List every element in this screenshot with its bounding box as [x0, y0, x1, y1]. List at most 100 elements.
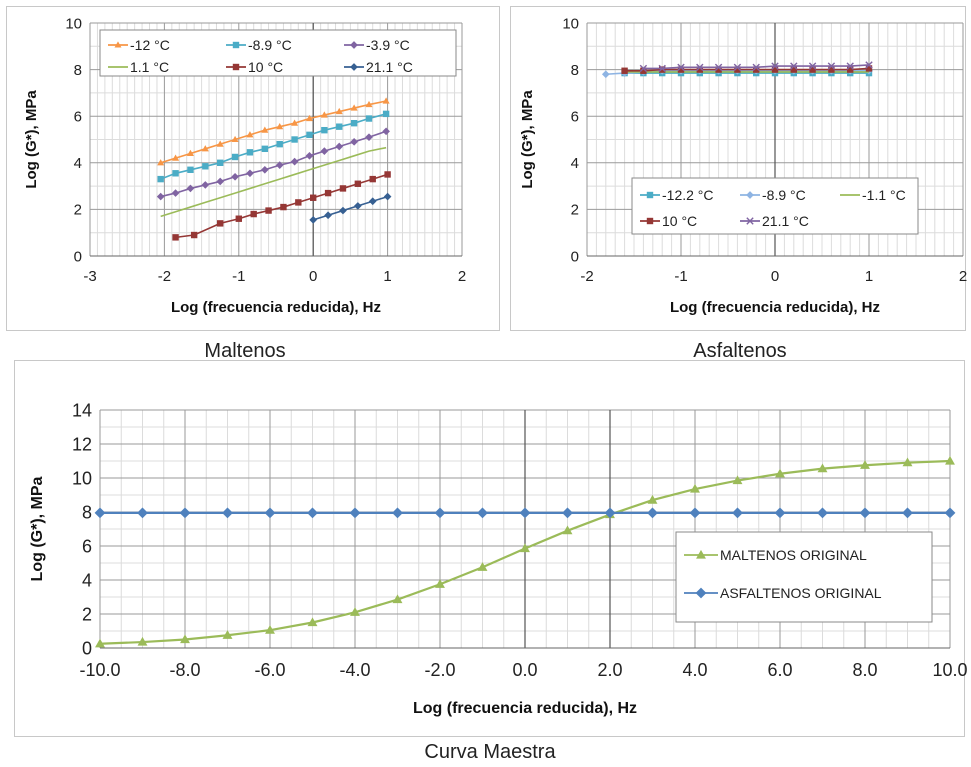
data-point-diamond	[201, 181, 210, 189]
asfaltenos-chart-panel	[510, 6, 966, 331]
data-point-square	[734, 66, 741, 73]
data-point-square	[659, 66, 666, 73]
data-point-diamond	[171, 189, 180, 197]
data-point-x	[827, 62, 836, 70]
data-point-square	[382, 110, 390, 118]
data-point-square	[828, 66, 835, 73]
y-tick-label: 8	[74, 62, 82, 79]
series-21.1-c	[309, 192, 392, 224]
data-point-x	[639, 64, 648, 73]
x-axis-title: Log (frecuencia reducida), Hz	[171, 299, 381, 316]
data-point-diamond	[350, 137, 358, 146]
data-point-diamond	[477, 507, 488, 519]
series-line	[160, 130, 387, 198]
y-tick-label: 8	[82, 502, 92, 522]
data-point-square	[276, 140, 283, 148]
data-point-square	[295, 199, 302, 206]
y-axis-title: Log (G*), MPa	[29, 476, 46, 581]
data-point-square	[280, 203, 287, 211]
data-point-square	[250, 210, 257, 218]
data-point-x	[752, 63, 760, 71]
data-point-triangle	[216, 140, 224, 147]
y-tick-label: 6	[74, 108, 82, 125]
legend-box	[99, 29, 457, 77]
x-tick-label: -2.0	[424, 660, 455, 680]
x-tick-label: 1	[383, 268, 391, 285]
y-axis-title: Log (G*), MPa	[23, 90, 40, 189]
data-point-triangle	[690, 483, 700, 493]
y-tick-label: 2	[74, 202, 82, 219]
data-point-x	[746, 217, 754, 225]
data-point-diamond	[647, 507, 658, 519]
x-tick-label: 2.0	[597, 660, 622, 680]
data-point-diamond	[261, 165, 269, 174]
legend-label: -8.9 °C	[248, 37, 292, 53]
data-point-square	[261, 145, 269, 153]
data-point-triangle	[222, 630, 233, 639]
data-point-triangle	[307, 617, 318, 627]
data-point-square	[621, 67, 628, 74]
x-tick-label: 10.0	[932, 660, 967, 680]
legend-label: 21.1 °C	[366, 59, 413, 75]
data-point-triangle	[246, 131, 254, 138]
data-point-diamond	[695, 587, 707, 599]
data-point-triangle	[157, 159, 165, 166]
data-point-triangle	[291, 119, 299, 126]
legend-box	[631, 177, 919, 235]
data-point-triangle	[520, 543, 530, 553]
data-point-diamond	[562, 507, 573, 519]
x-tick-label: -8.0	[169, 660, 200, 680]
data-point-square	[321, 126, 328, 134]
data-point-square	[790, 66, 797, 73]
maltenos-chart: 0 2 4 6 8 10 -3 -2 -1 0 1 2 Log (frecuencia reducida…	[23, 15, 466, 316]
data-point-diamond	[382, 127, 390, 136]
data-point-square	[847, 66, 854, 73]
legend-label: 21.1 °C	[762, 213, 809, 229]
data-point-square	[187, 166, 194, 173]
legend-label: -8.9 °C	[762, 187, 806, 203]
data-point-diamond	[186, 184, 195, 193]
data-point-triangle	[350, 607, 360, 616]
y-tick-label: 6	[82, 536, 92, 556]
data-point-square	[232, 41, 240, 49]
data-point-square	[753, 66, 760, 73]
x-tick-label: -1	[232, 268, 245, 285]
data-point-triangle	[186, 149, 194, 157]
series-asfaltenos-original	[94, 507, 956, 519]
data-point-x	[696, 63, 704, 71]
data-point-x	[677, 63, 685, 71]
y-tick-label: 4	[82, 570, 92, 590]
data-point-diamond	[290, 157, 299, 166]
data-point-triangle	[201, 145, 209, 152]
x-tick-label: -10.0	[79, 660, 120, 680]
x-tick-label: 4.0	[682, 660, 707, 680]
caption-curva-maestra: Curva Maestra	[424, 741, 556, 763]
legend-box	[675, 531, 933, 623]
data-point-diamond	[275, 161, 284, 169]
data-point-diamond	[902, 507, 913, 519]
data-point-triangle	[276, 123, 284, 130]
legend-label: -3.9 °C	[366, 37, 410, 53]
x-tick-label: 0	[309, 268, 317, 285]
data-point-triangle	[382, 97, 390, 104]
data-point-square	[291, 136, 298, 143]
data-point-diamond	[434, 507, 446, 519]
y-tick-label: 6	[571, 108, 579, 125]
data-point-diamond	[324, 211, 332, 220]
data-point-x	[846, 62, 854, 70]
data-point-diamond	[307, 507, 318, 519]
data-point-triangle	[902, 457, 913, 467]
data-point-diamond	[216, 177, 225, 186]
x-tick-label: 2	[458, 268, 466, 285]
data-point-triangle	[180, 634, 190, 644]
series--12-c	[157, 97, 390, 166]
data-point-triangle	[817, 463, 828, 473]
data-point-diamond	[309, 216, 318, 224]
y-tick-label: 10	[65, 15, 82, 32]
data-point-square	[646, 217, 654, 225]
data-point-square	[324, 189, 332, 197]
data-point-diamond	[365, 133, 373, 142]
data-point-x	[865, 61, 873, 69]
x-tick-label: -2	[158, 268, 171, 285]
